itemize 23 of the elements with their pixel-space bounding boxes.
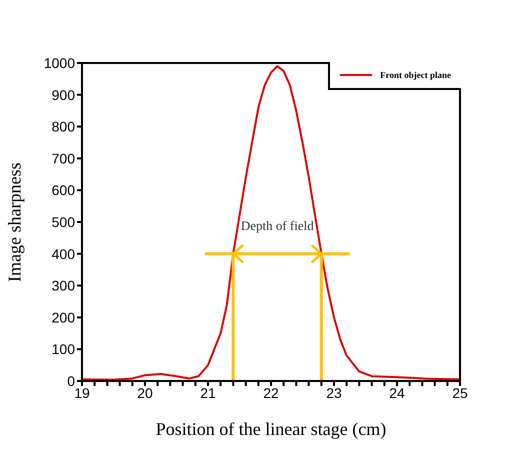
y-tick-label: 200 bbox=[52, 309, 76, 326]
y-tick-label: 800 bbox=[52, 118, 76, 135]
x-tick-label: 25 bbox=[452, 384, 468, 401]
x-tick-label: 19 bbox=[74, 384, 90, 401]
y-tick-label: 1000 bbox=[44, 54, 76, 71]
y-tick-label: 700 bbox=[52, 150, 76, 166]
y-axis-title: Image sharpness bbox=[4, 162, 24, 282]
y-tick-label: 300 bbox=[52, 278, 76, 294]
y-tick-label: 0 bbox=[67, 372, 76, 389]
x-tick-label: 24 bbox=[389, 384, 405, 401]
y-tick-label: 400 bbox=[52, 246, 76, 262]
x-tick-label: 21 bbox=[200, 384, 216, 401]
x-axis-title: Position of the linear stage (cm) bbox=[156, 419, 386, 439]
y-tick-label: 600 bbox=[52, 182, 76, 198]
annotation: Depth of field bbox=[240, 218, 314, 233]
x-tick-label: 20 bbox=[137, 384, 153, 401]
legend-label: Front object plane bbox=[380, 70, 451, 80]
legend-box: Front object plane bbox=[328, 62, 461, 90]
x-tick-label: 22 bbox=[263, 384, 279, 401]
x-tick-label: 23 bbox=[326, 384, 342, 401]
y-tick-label: 500 bbox=[52, 214, 76, 230]
y-tick-label: 100 bbox=[52, 341, 76, 358]
y-tick-label: 900 bbox=[52, 86, 76, 103]
